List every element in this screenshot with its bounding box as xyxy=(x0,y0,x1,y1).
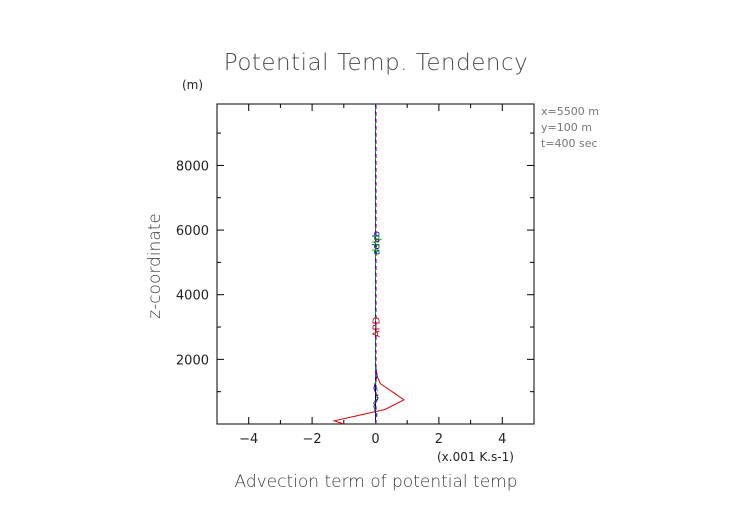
x-tick-label: 4 xyxy=(498,432,506,447)
x-tick-label: 2 xyxy=(435,432,443,447)
x-tick-label: 0 xyxy=(371,432,379,447)
series-line xyxy=(372,104,379,425)
info-line: x=5500 m xyxy=(541,105,599,118)
x-axis-label: Advection term of potential temp xyxy=(234,472,517,492)
axis-ticks: −4 −2 0 2 4 2000 4000 6000 8000 xyxy=(176,104,535,447)
y-axis-label: z-coordinate xyxy=(145,213,165,319)
y-tick-label: 8000 xyxy=(176,159,209,174)
info-line: y=100 m xyxy=(541,121,592,134)
chart-title: Potential Temp. Tendency xyxy=(224,50,528,76)
y-tick-label: 6000 xyxy=(176,224,209,239)
series-line xyxy=(332,104,405,425)
y-tick-label: 2000 xyxy=(176,353,209,368)
series-label: dslp xyxy=(372,234,383,255)
y-axis-unit: (m) xyxy=(182,78,203,92)
series-label: APD xyxy=(372,316,383,337)
info-line: t=400 sec xyxy=(541,137,598,150)
x-tick-label: −4 xyxy=(239,432,258,447)
series-label: sdvb xyxy=(372,231,383,255)
info-panel: x=5500 m y=100 m t=400 sec xyxy=(541,105,599,150)
x-axis-unit: (x.001 K.s-1) xyxy=(437,450,514,464)
x-tick-label: −2 xyxy=(303,432,322,447)
y-tick-label: 4000 xyxy=(176,289,209,304)
